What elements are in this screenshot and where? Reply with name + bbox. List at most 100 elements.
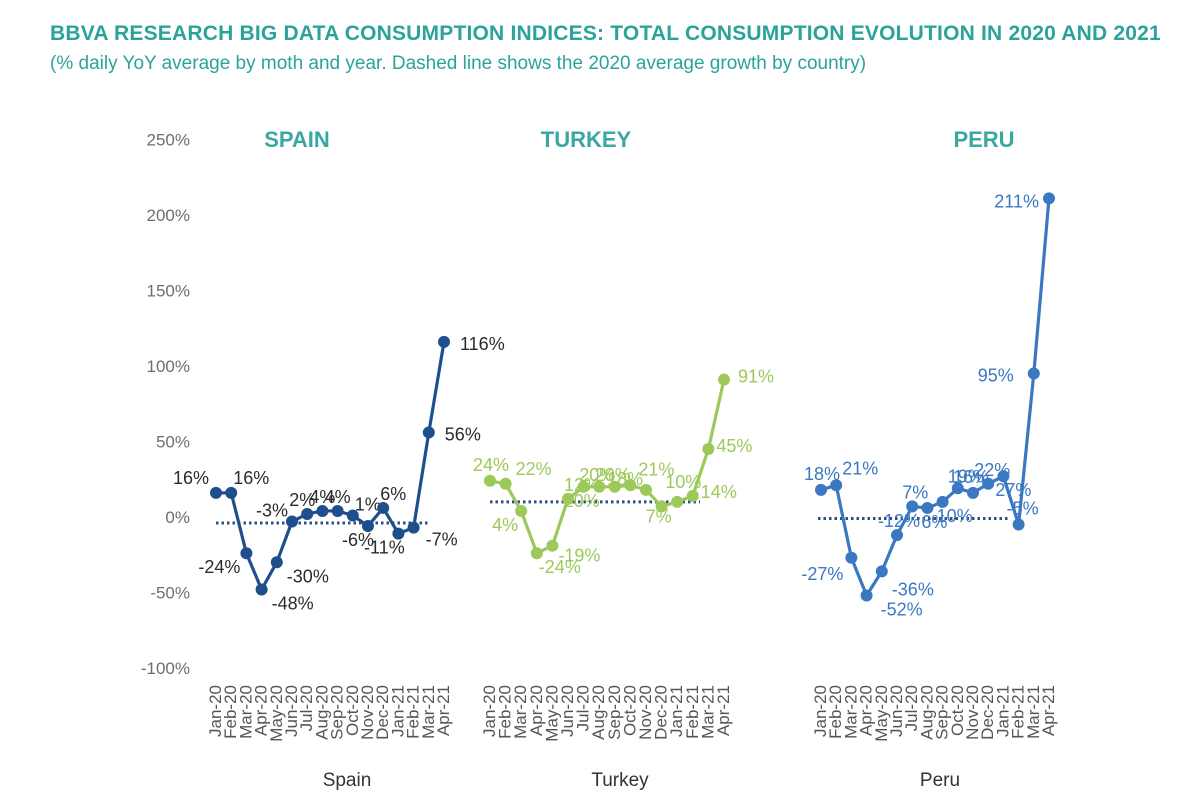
x-tick-label: Mar-21 <box>698 685 717 739</box>
x-tick-label: Feb-20 <box>496 685 515 739</box>
panel-heading-turkey: TURKEY <box>541 127 632 152</box>
x-tick-label: Aug-20 <box>312 685 331 740</box>
data-point <box>562 492 574 505</box>
x-tick-label: Jan-21 <box>993 685 1012 737</box>
data-label: 4% <box>325 487 351 507</box>
data-label: 4% <box>309 487 335 507</box>
x-tick-label: Jun-20 <box>558 685 577 737</box>
x-tick-label: Nov-20 <box>636 685 655 740</box>
x-tick-label: Jun-20 <box>282 685 301 737</box>
data-point <box>331 504 344 517</box>
data-point <box>718 373 730 386</box>
data-label: 21% <box>842 458 878 478</box>
x-tick-label: Jul-20 <box>297 685 316 731</box>
data-label: 18% <box>607 469 643 489</box>
data-point <box>546 539 559 552</box>
data-point <box>422 426 435 439</box>
data-label: 21% <box>638 459 674 479</box>
x-tick-label: Apr-21 <box>1039 685 1058 736</box>
x-tick-label: Apr-20 <box>857 685 876 736</box>
data-label: -3% <box>256 501 288 521</box>
x-tick-label: Feb-21 <box>404 685 423 739</box>
data-point <box>438 335 450 348</box>
data-point <box>515 504 528 517</box>
data-point <box>906 500 919 513</box>
x-tick-label: Sep-20 <box>328 685 347 740</box>
data-point <box>702 443 715 456</box>
series-line-peru <box>820 198 1051 598</box>
x-tick-label: Feb-20 <box>221 685 240 739</box>
y-tick-label: 50% <box>156 433 190 452</box>
data-point <box>875 565 888 578</box>
y-tick-label: 0% <box>165 508 190 527</box>
data-label: 14% <box>701 482 737 502</box>
series-line-turkey <box>489 379 726 555</box>
data-label: 4% <box>492 515 518 535</box>
data-point <box>1027 367 1040 380</box>
x-tick-label: Nov-20 <box>963 685 982 740</box>
panel-heading-peru: PERU <box>953 127 1014 152</box>
data-point <box>484 474 496 487</box>
panel-heading-spain: SPAIN <box>264 127 330 152</box>
y-tick-label: 100% <box>147 357 190 376</box>
y-tick-label: 150% <box>147 282 190 301</box>
x-tick-label: Dec-20 <box>652 685 671 740</box>
country-label-spain: Spain <box>323 770 372 791</box>
data-point <box>921 501 934 514</box>
data-label: 18% <box>804 464 840 484</box>
data-label: 16% <box>953 467 989 487</box>
data-label: 19% <box>948 466 984 486</box>
data-label: 211% <box>994 191 1039 211</box>
data-label: 2% <box>289 490 315 510</box>
data-point <box>671 495 684 508</box>
data-point <box>997 470 1010 483</box>
x-tick-label: Dec-20 <box>978 685 997 740</box>
x-tick-label: Jan-20 <box>480 685 499 737</box>
data-point <box>270 556 283 569</box>
data-point <box>316 504 329 517</box>
series-line-spain <box>216 341 446 592</box>
data-label: -7% <box>426 530 458 550</box>
country-label-peru: Peru <box>920 770 960 791</box>
data-label: -27% <box>801 564 843 584</box>
data-point <box>392 527 405 540</box>
x-tick-label: Apr-21 <box>434 685 453 736</box>
chart-subtitle: (% daily YoY average by moth and year. D… <box>50 53 867 74</box>
x-tick-label: Feb-21 <box>683 685 702 739</box>
data-label: 6% <box>921 512 947 532</box>
data-point <box>362 520 374 533</box>
data-label: 10% <box>665 472 701 492</box>
data-point <box>499 477 512 490</box>
data-label: 24% <box>473 455 509 475</box>
data-point <box>891 529 903 542</box>
data-label: -5% <box>1007 499 1039 519</box>
x-tick-label: Mar-21 <box>1024 685 1043 739</box>
data-label: -11% <box>364 538 405 558</box>
data-point <box>593 480 606 493</box>
y-tick-label: 250% <box>147 131 190 150</box>
data-label: 6% <box>380 484 406 504</box>
x-tick-label: Feb-21 <box>1009 685 1028 739</box>
data-label: 16% <box>233 468 269 488</box>
y-tick-label: -100% <box>141 659 190 678</box>
x-tick-label: Oct-20 <box>620 685 639 736</box>
data-point <box>255 583 268 596</box>
data-label: 22% <box>516 459 552 479</box>
x-tick-label: Aug-20 <box>917 685 936 740</box>
x-tick-label: Jan-20 <box>811 685 830 737</box>
data-point <box>225 486 238 499</box>
x-tick-label: Sep-20 <box>933 685 952 740</box>
data-label: -30% <box>287 566 329 586</box>
data-label: 56% <box>445 424 481 444</box>
data-point <box>967 486 979 499</box>
data-label: -24% <box>539 557 581 577</box>
data-point <box>577 480 590 493</box>
data-label: 45% <box>716 436 752 456</box>
x-tick-label: May-20 <box>267 685 286 742</box>
data-label: 20% <box>595 465 631 485</box>
data-label: 20% <box>579 465 615 485</box>
data-label: 10% <box>937 506 973 526</box>
data-point <box>1043 192 1055 205</box>
data-label: 95% <box>978 366 1014 386</box>
data-point <box>346 509 359 522</box>
